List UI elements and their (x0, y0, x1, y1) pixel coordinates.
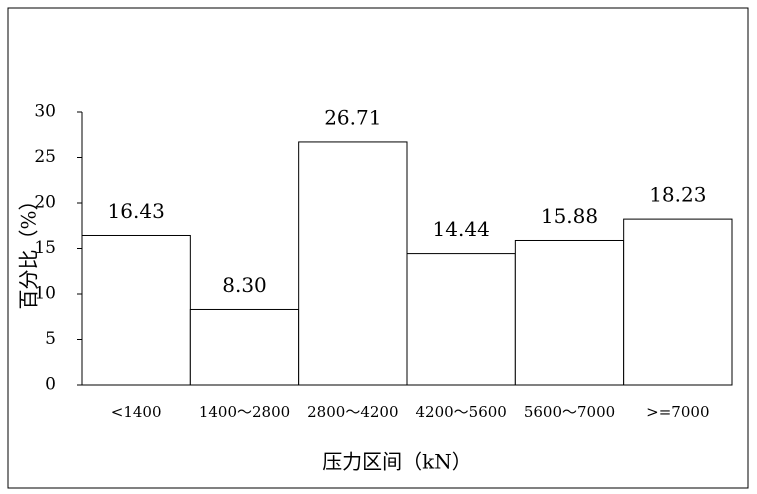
y-tick-label: 0 (45, 375, 56, 395)
bar (298, 141, 408, 386)
bar (406, 253, 516, 386)
x-tick-label: >=7000 (646, 403, 709, 421)
x-tick-label: 2800～4200 (307, 403, 398, 421)
y-tick-label: 20 (34, 193, 56, 213)
y-tick-label: 15 (34, 238, 56, 258)
value-label: 14.44 (433, 217, 490, 241)
x-tick-label: 1400～2800 (199, 403, 290, 421)
x-tick-label: 5600～7000 (524, 403, 615, 421)
bar (189, 308, 300, 386)
x-tick-label: 4200～5600 (415, 403, 506, 421)
value-label: 15.88 (541, 204, 598, 228)
y-tick-label: 25 (34, 147, 56, 167)
value-label: 18.23 (649, 183, 706, 207)
y-tick-label: 5 (45, 329, 56, 349)
x-axis-title: 压力区间（kN） (322, 450, 472, 474)
y-axis-title: 百分比（%） (17, 190, 41, 309)
y-tick-label: 30 (34, 102, 56, 122)
x-tick-label: <1400 (111, 403, 162, 421)
bar (623, 218, 733, 386)
y-tick-label: 10 (34, 284, 56, 304)
value-label: 26.71 (324, 105, 381, 129)
value-label: 8.30 (222, 273, 267, 297)
bar (81, 234, 191, 386)
value-label: 16.43 (108, 199, 165, 223)
bar (514, 239, 625, 386)
